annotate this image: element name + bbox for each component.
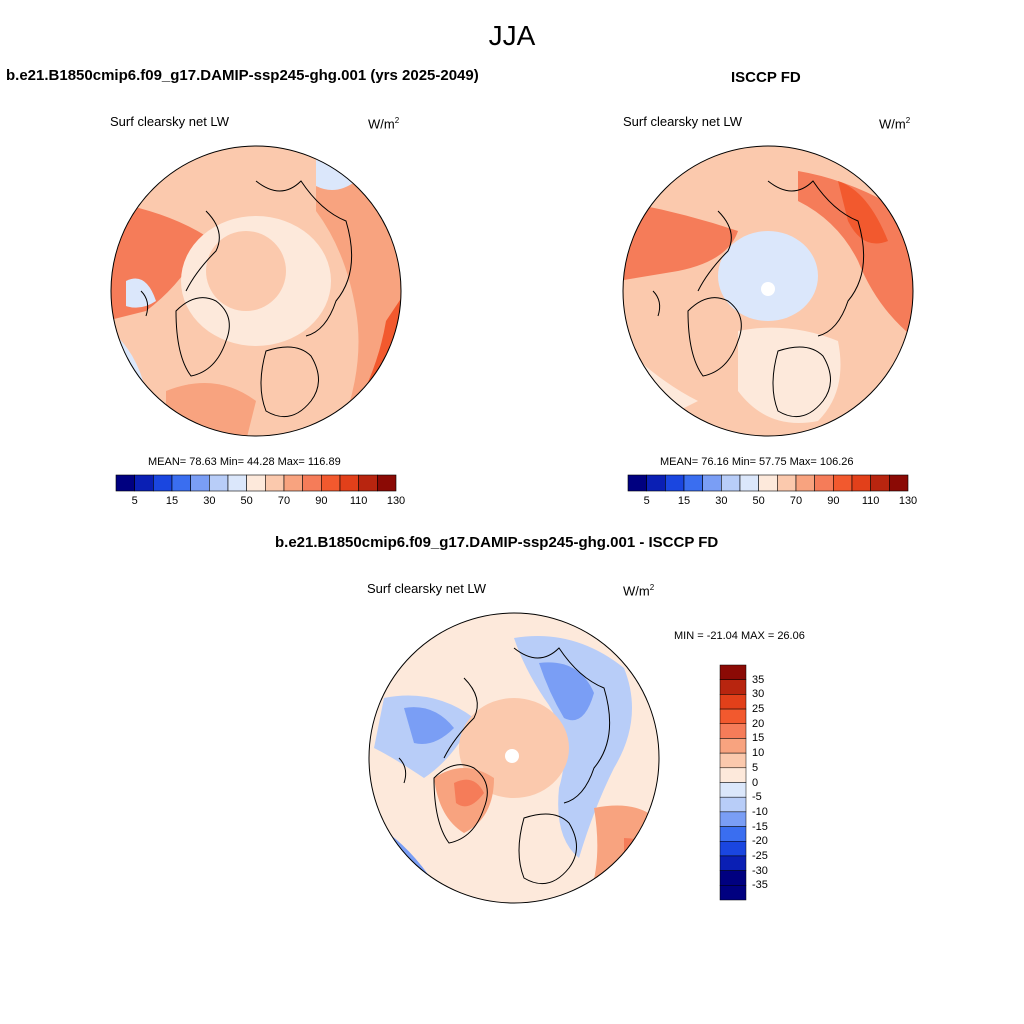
colorbar-obs <box>627 474 909 492</box>
colorbar-swatch <box>302 474 322 492</box>
polar-map-model <box>110 145 402 437</box>
colorbar-tick-label: 50 <box>752 495 765 507</box>
colorbar-ticks-diff: 35 30 25 20 15 10 5 0 -5 -10 -15 -20 -25 -30 -35 <box>752 665 792 900</box>
colorbar-swatch <box>134 474 154 492</box>
colorbar-tick-label: -15 <box>752 820 768 833</box>
colorbar-swatch <box>719 767 747 783</box>
colorbar-tick-label: 30 <box>752 688 765 701</box>
colorbar-tick-label: 5 <box>752 761 759 774</box>
colorbar-tick-label: -25 <box>752 849 768 862</box>
colorbar-swatch <box>719 738 747 754</box>
colorbar-tick-label: 35 <box>752 673 765 686</box>
colorbar-swatch <box>758 474 778 492</box>
units-label-diff: W/m2 <box>623 583 655 599</box>
colorbar-swatch <box>171 474 191 492</box>
colorbar-swatch <box>719 694 747 710</box>
colorbar-swatch <box>209 474 229 492</box>
colorbar-swatch <box>719 782 747 798</box>
colorbar-swatch <box>227 474 247 492</box>
colorbar-tick-label: 15 <box>677 495 691 507</box>
panel-title-diff: b.e21.B1850cmip6.f09_g17.DAMIP-ssp245-gh… <box>275 534 719 551</box>
colorbar-swatch <box>115 474 135 492</box>
colorbar-model <box>115 474 397 492</box>
units-label-obs: W/m2 <box>879 116 911 132</box>
colorbar-tick-label: 70 <box>277 495 291 507</box>
variable-label-diff: Surf clearsky net LW <box>367 581 486 596</box>
colorbar-diff <box>719 664 747 901</box>
colorbar-swatch <box>889 474 909 492</box>
colorbar-swatch <box>627 474 647 492</box>
colorbar-swatch <box>719 870 747 886</box>
colorbar-swatch <box>339 474 359 492</box>
colorbar-tick-label: 30 <box>715 495 728 507</box>
colorbar-swatch <box>719 841 747 857</box>
colorbar-swatch <box>719 752 747 769</box>
colorbar-tick-label: 130 <box>898 495 918 507</box>
colorbar-tick-label: 70 <box>789 495 803 507</box>
colorbar-tick-label: -20 <box>752 835 768 848</box>
polar-map-obs <box>622 145 914 437</box>
panel-title-model: b.e21.B1850cmip6.f09_g17.DAMIP-ssp245-gh… <box>6 67 479 84</box>
colorbar-swatch <box>321 474 341 492</box>
colorbar-ticks-model: 5 15 30 50 70 90 110 130 <box>116 495 406 509</box>
panel-title-obs: ISCCP FD <box>731 69 801 86</box>
colorbar-swatch <box>814 474 834 492</box>
stats-diff: MIN = -21.04 MAX = 26.06 <box>674 630 805 642</box>
colorbar-swatch <box>719 679 747 695</box>
colorbar-tick-label: 20 <box>752 717 765 730</box>
colorbar-tick-label: 0 <box>752 776 759 789</box>
colorbar-ticks-obs: 5 15 30 50 70 90 110 130 <box>628 495 918 509</box>
colorbar-swatch <box>719 796 747 813</box>
colorbar-tick-label: 5 <box>131 495 138 507</box>
colorbar-swatch <box>665 474 685 492</box>
colorbar-tick-label: 90 <box>315 495 328 507</box>
colorbar-swatch <box>265 474 285 492</box>
variable-label-model: Surf clearsky net LW <box>110 114 229 129</box>
colorbar-swatch <box>719 885 747 901</box>
colorbar-swatch <box>283 474 303 492</box>
colorbar-tick-label: 25 <box>752 703 765 716</box>
stats-model: MEAN= 78.63 Min= 44.28 Max= 116.89 <box>148 456 341 468</box>
colorbar-swatch <box>795 474 815 492</box>
colorbar-tick-label: -5 <box>752 791 762 804</box>
colorbar-swatch <box>646 474 666 492</box>
figure-title: JJA <box>488 20 536 51</box>
colorbar-swatch <box>721 474 741 492</box>
colorbar-swatch <box>683 474 703 492</box>
colorbar-swatch <box>870 474 890 492</box>
colorbar-swatch <box>719 708 747 724</box>
colorbar-tick-label: 90 <box>827 495 840 507</box>
colorbar-swatch <box>833 474 853 492</box>
colorbar-tick-label: 110 <box>861 495 880 507</box>
colorbar-tick-label: 50 <box>240 495 253 507</box>
colorbar-tick-label: -30 <box>752 864 768 877</box>
units-label-model: W/m2 <box>368 116 400 132</box>
stats-obs: MEAN= 76.16 Min= 57.75 Max= 106.26 <box>660 456 854 468</box>
colorbar-swatch <box>377 474 397 492</box>
polar-map-diff <box>368 612 660 904</box>
colorbar-tick-label: -10 <box>752 805 768 818</box>
colorbar-swatch <box>719 723 747 739</box>
colorbar-tick-label: 5 <box>643 495 650 507</box>
colorbar-swatch <box>358 474 378 492</box>
colorbar-tick-label: 110 <box>349 495 368 507</box>
colorbar-tick-label: 10 <box>752 747 765 760</box>
colorbar-tick-label: 30 <box>203 495 216 507</box>
colorbar-tick-label: 15 <box>165 495 179 507</box>
colorbar-tick-label: -35 <box>752 879 768 892</box>
colorbar-tick-label: 130 <box>386 495 406 507</box>
colorbar-swatch <box>719 811 747 827</box>
colorbar-swatch <box>719 855 747 871</box>
variable-label-obs: Surf clearsky net LW <box>623 114 742 129</box>
colorbar-swatch <box>739 474 759 492</box>
colorbar-swatch <box>190 474 210 492</box>
colorbar-swatch <box>719 826 747 842</box>
colorbar-swatch <box>719 664 747 680</box>
colorbar-swatch <box>246 474 266 492</box>
colorbar-tick-label: 15 <box>752 732 765 745</box>
colorbar-swatch <box>851 474 871 492</box>
colorbar-swatch <box>153 474 173 492</box>
colorbar-swatch <box>777 474 797 492</box>
colorbar-swatch <box>702 474 722 492</box>
